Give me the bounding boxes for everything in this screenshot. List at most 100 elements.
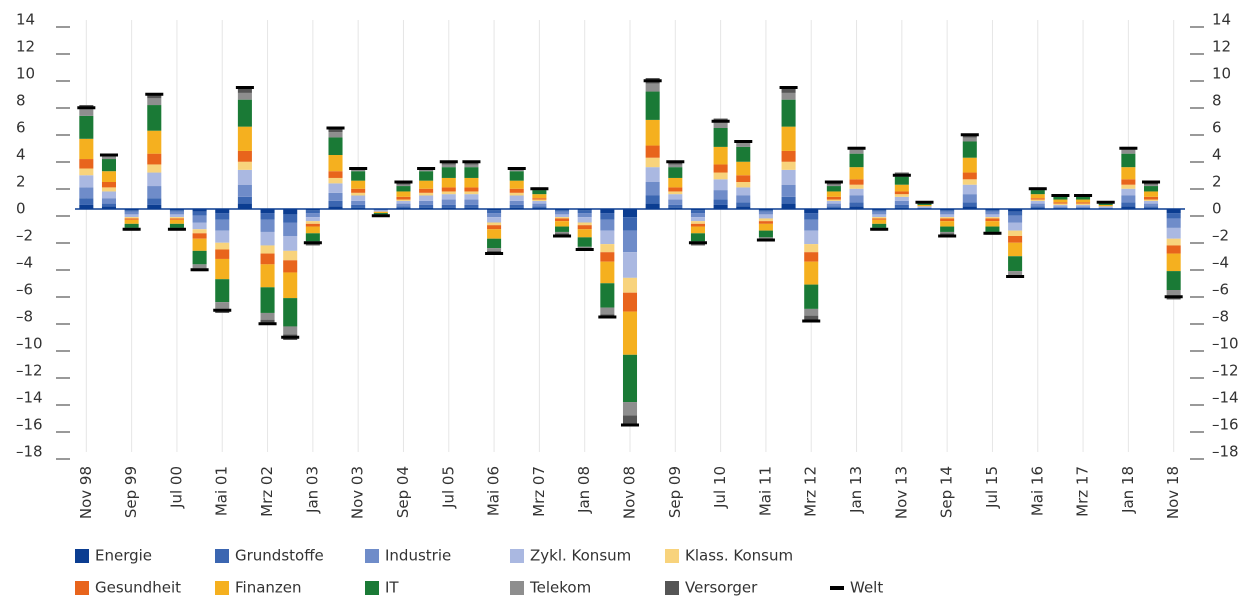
legend-swatch	[75, 549, 89, 563]
bar-segment	[532, 200, 547, 204]
bar-segment	[736, 161, 751, 176]
bar-segment	[917, 204, 932, 207]
y2-tick-label: 6	[1212, 119, 1222, 137]
bar-segment	[555, 233, 570, 235]
bar-segment	[668, 163, 683, 165]
bar-segment	[237, 196, 252, 204]
bar-segment	[985, 226, 1000, 232]
y-tick-label: 6	[16, 119, 26, 137]
x-tick-label: Sep 99	[122, 466, 140, 518]
bar-segment	[668, 194, 683, 200]
bar-segment	[124, 214, 139, 218]
bar-segment	[260, 219, 275, 232]
bar-segment	[283, 214, 298, 223]
legend-label: Grundstoffe	[235, 547, 324, 565]
bar-segment	[192, 264, 207, 269]
bar-segment	[645, 157, 660, 168]
bar-segment	[1166, 213, 1181, 219]
bar-segment	[668, 164, 683, 168]
bar-segment	[577, 229, 592, 238]
bar-segment	[894, 194, 909, 197]
bar-segment	[758, 214, 773, 219]
bar-segment	[1008, 256, 1023, 272]
bar-segment	[532, 199, 547, 201]
bar-segment	[1030, 198, 1045, 200]
bar-segment	[985, 217, 1000, 219]
bar-segment	[758, 223, 773, 231]
y2-tick-label: 0	[1212, 200, 1222, 218]
bar-segment	[1030, 206, 1045, 208]
x-tick-label: Sep 09	[666, 466, 684, 518]
bar-segment	[441, 164, 456, 168]
bar-segment	[1008, 215, 1023, 223]
y2-tick-label: 14	[1212, 11, 1231, 29]
bar-segment	[872, 223, 887, 228]
bar-segment	[668, 187, 683, 192]
bar-segment	[260, 287, 275, 313]
bar-segment	[101, 206, 117, 209]
bar-segment	[1121, 206, 1136, 209]
x-tick-label: Nov 18	[1164, 466, 1182, 519]
y2-tick-label: –2	[1212, 227, 1229, 245]
bar-segment	[1098, 206, 1113, 208]
bar-segment	[351, 180, 366, 189]
bar-segment	[690, 223, 705, 227]
bar-segment	[192, 238, 207, 251]
bar-segment	[713, 122, 728, 128]
bar-segment	[215, 302, 230, 309]
bar-segment	[962, 194, 977, 203]
bar-segment	[487, 217, 502, 223]
x-tick-label: Mrz 12	[802, 466, 820, 517]
bar-segment	[464, 204, 479, 208]
bar-segment	[940, 231, 955, 234]
bar-segment	[79, 175, 94, 188]
bar-segment	[169, 217, 184, 219]
bar-segment	[237, 169, 252, 185]
bar-segment	[351, 195, 366, 201]
bar-segment	[826, 183, 841, 185]
bar-segment	[940, 233, 955, 235]
bar-segment	[124, 211, 139, 215]
bar-segment	[283, 260, 298, 273]
bar-segment	[577, 210, 592, 214]
bar-segment	[781, 126, 796, 151]
bar-segment	[600, 244, 615, 253]
bar-segment	[283, 272, 298, 299]
bar-segment	[804, 252, 819, 262]
bar-segment	[826, 206, 841, 208]
bar-segment	[464, 199, 479, 205]
bar-segment	[79, 138, 94, 160]
bar-segment	[826, 191, 841, 197]
bar-segment	[237, 203, 252, 209]
bar-segment	[464, 191, 479, 195]
bar-segment	[509, 195, 524, 201]
bar-segment	[781, 196, 796, 204]
bar-segment	[147, 186, 162, 199]
y-tick-label: –12	[16, 362, 43, 380]
x-tick-label: Mai 16	[1028, 466, 1046, 516]
y-tick-label: 14	[16, 11, 35, 29]
bar-segment	[487, 222, 502, 226]
bar-segment	[464, 194, 479, 200]
bar-segment	[1030, 194, 1045, 199]
bar-segment	[328, 206, 343, 209]
bar-segment	[1121, 184, 1136, 189]
bar-segment	[215, 258, 230, 280]
bar-segment	[713, 199, 728, 205]
bar-segment	[351, 188, 366, 193]
bar-segment	[577, 222, 592, 226]
legend-swatch	[365, 549, 379, 563]
bar-segment	[509, 171, 524, 181]
bar-segment	[940, 217, 955, 219]
bar-segment	[1143, 184, 1159, 187]
bar-segment	[464, 164, 479, 168]
legend-label: Gesundheit	[95, 579, 181, 597]
bar-segment	[1143, 203, 1159, 207]
bar-segment	[555, 217, 570, 219]
bar-segment	[124, 218, 139, 220]
bar-segment	[237, 161, 252, 170]
bar-segment	[396, 199, 411, 201]
bar-segment	[396, 183, 411, 185]
bar-segment	[441, 187, 456, 192]
bar-segment	[396, 191, 411, 197]
